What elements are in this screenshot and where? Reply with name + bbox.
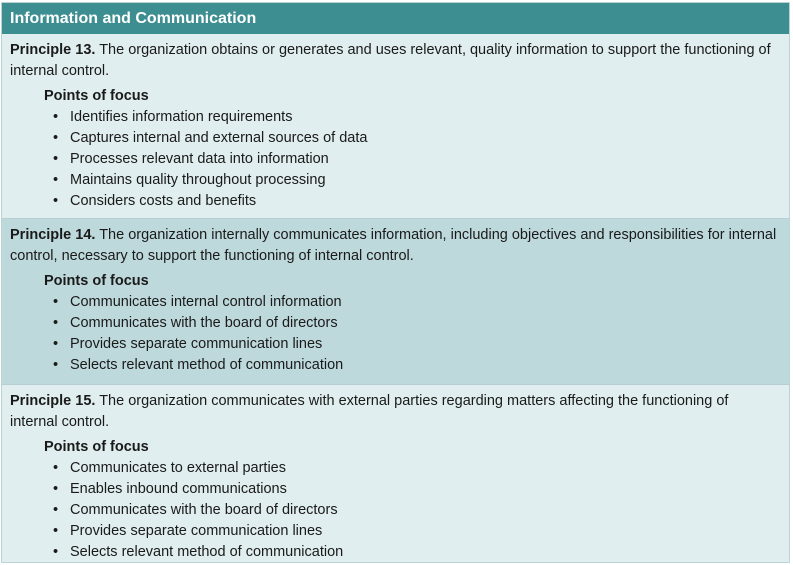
list-item: • Captures internal and external sources … xyxy=(53,128,779,149)
points-of-focus-heading: Points of focus xyxy=(44,439,149,455)
point-text: Maintains quality throughout processing xyxy=(70,172,326,188)
table-header: Information and Communication xyxy=(2,3,789,34)
points-of-focus-list: • Identifies information requirements • Ca… xyxy=(10,107,779,212)
bullet-icon: • xyxy=(53,481,59,497)
list-item: • Provides separate communication lines xyxy=(53,334,779,355)
principle-15-section: Principle 15. The organization communica… xyxy=(2,384,789,562)
bullet-icon: • xyxy=(53,151,59,167)
list-item: • Maintains quality throughout processing xyxy=(53,170,779,191)
list-item: • Provides separate communication lines xyxy=(53,521,779,542)
bullet-icon: • xyxy=(53,294,59,310)
list-item: • Enables inbound communications xyxy=(53,479,779,500)
bullet-icon: • xyxy=(53,460,59,476)
list-item: • Selects relevant method of communicatio… xyxy=(53,542,779,562)
principle-13-statement: Principle 13. The organization obtains o… xyxy=(10,40,779,82)
point-text: Provides separate communication lines xyxy=(70,523,323,539)
principle-14-text: The organization internally communicates… xyxy=(10,227,777,264)
principle-14-title: Principle 14. xyxy=(10,227,96,243)
bullet-icon: • xyxy=(53,193,59,209)
bullet-icon: • xyxy=(53,336,59,352)
point-text: Identifies information requirements xyxy=(70,109,293,125)
bullet-icon: • xyxy=(53,502,59,518)
point-text: Communicates with the board of directors xyxy=(70,502,338,518)
bullet-icon: • xyxy=(53,130,59,146)
point-text: Processes relevant data into information xyxy=(70,151,329,167)
point-text: Communicates to external parties xyxy=(70,460,286,476)
bullet-icon: • xyxy=(53,523,59,539)
list-item: • Considers costs and benefits xyxy=(53,191,779,212)
point-text: Provides separate communication lines xyxy=(70,336,323,352)
principle-15-title: Principle 15. xyxy=(10,393,96,409)
bullet-icon: • xyxy=(53,544,59,560)
bullet-icon: • xyxy=(53,315,59,331)
point-text: Selects relevant method of communication xyxy=(70,357,344,373)
point-text: Communicates internal control informatio… xyxy=(70,294,342,310)
bullet-icon: • xyxy=(53,357,59,373)
point-text: Captures internal and external sources o… xyxy=(70,130,368,146)
point-text: Enables inbound communications xyxy=(70,481,287,497)
principle-15-text: The organization communicates with exter… xyxy=(10,393,729,430)
list-item: • Selects relevant method of communicatio… xyxy=(53,355,779,376)
points-of-focus-list: • Communicates to external parties • Enabl… xyxy=(10,458,779,562)
point-text: Selects relevant method of communication xyxy=(70,544,344,560)
list-item: • Communicates with the board of director… xyxy=(53,500,779,521)
list-item: • Processes relevant data into informatio… xyxy=(53,149,779,170)
principle-14-statement: Principle 14. The organization internall… xyxy=(10,225,779,267)
principle-13-section: Principle 13. The organization obtains o… xyxy=(2,34,789,218)
list-item: • Communicates internal control informati… xyxy=(53,292,779,313)
principle-15-statement: Principle 15. The organization communica… xyxy=(10,391,779,433)
principle-13-title: Principle 13. xyxy=(10,42,96,58)
principle-14-section: Principle 14. The organization internall… xyxy=(2,218,789,384)
points-of-focus-list: • Communicates internal control informati… xyxy=(10,292,779,376)
points-of-focus-heading: Points of focus xyxy=(44,88,149,104)
list-item: • Communicates with the board of director… xyxy=(53,313,779,334)
bullet-icon: • xyxy=(53,172,59,188)
point-text: Communicates with the board of directors xyxy=(70,315,338,331)
list-item: • Communicates to external parties xyxy=(53,458,779,479)
list-item: • Identifies information requirements xyxy=(53,107,779,128)
principle-13-text: The organization obtains or generates an… xyxy=(10,42,771,79)
points-of-focus-heading: Points of focus xyxy=(44,273,149,289)
point-text: Considers costs and benefits xyxy=(70,193,257,209)
bullet-icon: • xyxy=(53,109,59,125)
